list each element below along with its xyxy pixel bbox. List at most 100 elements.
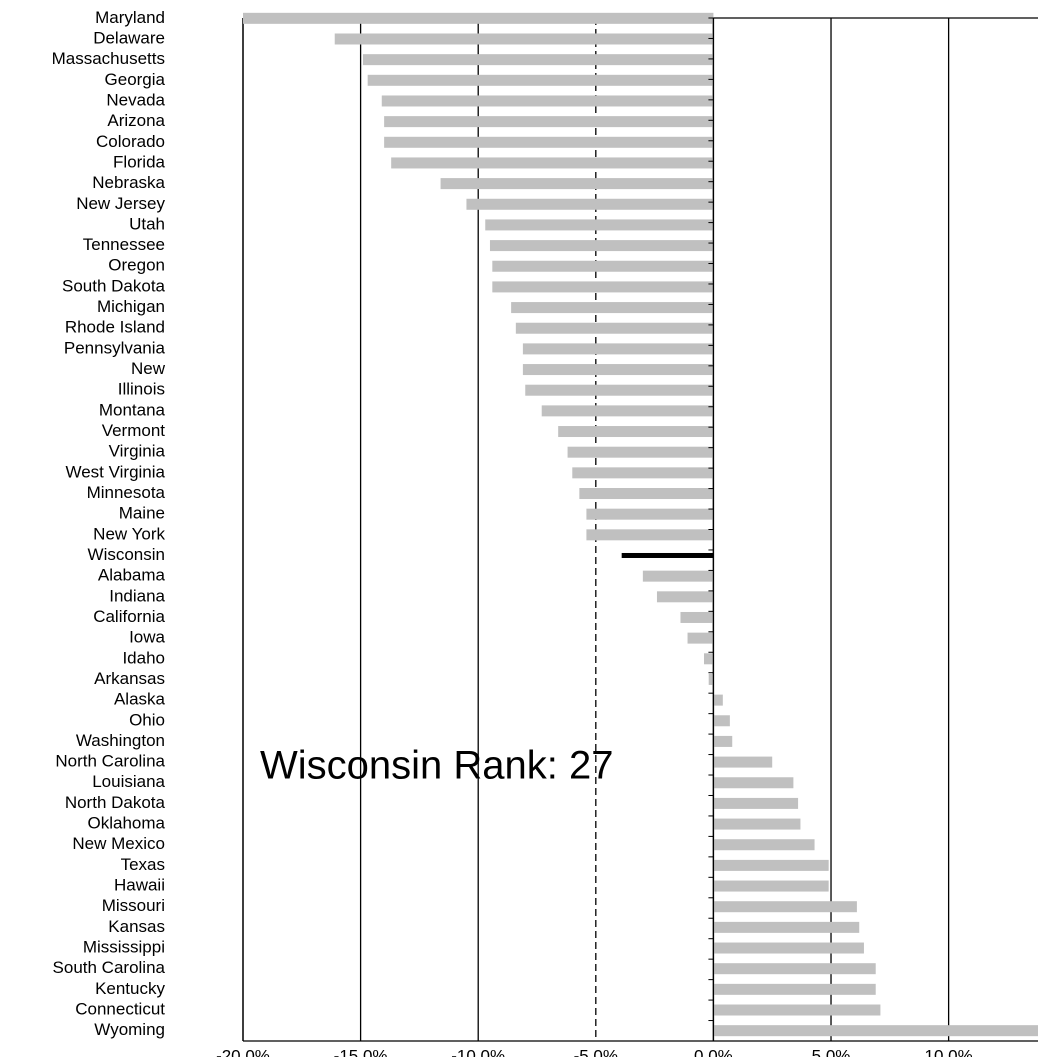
- y-tick-label: Michigan: [97, 297, 165, 316]
- y-tick-label: Massachusetts: [52, 49, 165, 68]
- bar: [687, 632, 714, 644]
- y-tick-label: Montana: [99, 400, 166, 419]
- bar: [489, 240, 714, 252]
- bar: [334, 33, 714, 45]
- y-tick-label: Kansas: [108, 917, 165, 936]
- y-tick-label: Vermont: [102, 421, 166, 440]
- y-tick-label: Louisiana: [92, 772, 165, 791]
- bar: [713, 756, 773, 768]
- bar: [492, 260, 714, 272]
- y-tick-label: Wyoming: [94, 1020, 165, 1039]
- x-tick-label: -5.0%: [574, 1046, 618, 1057]
- bar: [713, 818, 801, 830]
- bar: [713, 942, 864, 954]
- y-tick-label: Minnesota: [87, 483, 166, 502]
- y-tick-label: Washington: [76, 731, 165, 750]
- y-tick-label: Nevada: [106, 90, 165, 109]
- x-tick-label: 5.0%: [812, 1046, 851, 1057]
- bar: [515, 322, 714, 334]
- y-tick-label: South Carolina: [53, 958, 166, 977]
- x-tick-label: -20.0%: [216, 1046, 270, 1057]
- y-tick-label: California: [93, 607, 165, 626]
- y-tick-label: South Dakota: [62, 276, 166, 295]
- x-tick-label: 10.0%: [925, 1046, 973, 1057]
- bar: [713, 839, 815, 851]
- bar: [713, 963, 876, 975]
- bar: [713, 1025, 1038, 1037]
- y-tick-label: Oklahoma: [88, 814, 166, 833]
- bar: [656, 591, 714, 603]
- y-tick-label: Arkansas: [94, 669, 165, 688]
- bar: [713, 1004, 881, 1016]
- y-tick-label: Arizona: [107, 111, 165, 130]
- bar: [440, 178, 714, 190]
- y-tick-label: Utah: [129, 214, 165, 233]
- y-tick-label: New: [131, 359, 166, 378]
- bar: [381, 95, 714, 107]
- bar: [525, 384, 714, 396]
- y-tick-label: Colorado: [96, 132, 165, 151]
- x-tick-label: -10.0%: [451, 1046, 505, 1057]
- y-tick-label: Pennsylvania: [64, 338, 166, 357]
- y-tick-label: New Jersey: [76, 194, 165, 213]
- bar: [522, 364, 714, 376]
- bar: [708, 673, 714, 685]
- bar: [713, 983, 876, 995]
- bar: [466, 198, 714, 210]
- bar: [713, 859, 829, 871]
- annotation: Wisconsin Rank: 27: [260, 744, 613, 788]
- y-tick-label: Missouri: [102, 896, 165, 915]
- bar: [704, 653, 714, 665]
- y-tick-label: Oregon: [108, 256, 165, 275]
- bar: [713, 777, 794, 789]
- y-tick-label: Alaska: [114, 690, 166, 709]
- bar: [567, 446, 714, 458]
- bar: [541, 405, 714, 417]
- bar: [572, 467, 714, 479]
- bar: [492, 281, 714, 293]
- bar: [362, 54, 714, 66]
- bar: [713, 880, 829, 892]
- bar: [713, 921, 860, 933]
- y-tick-label: Tennessee: [83, 235, 165, 254]
- y-tick-label: Illinois: [118, 380, 165, 399]
- bar: [579, 488, 714, 500]
- y-tick-label: Georgia: [105, 70, 166, 89]
- bar: [586, 529, 714, 541]
- bar: [621, 552, 714, 558]
- y-tick-label: Florida: [113, 152, 166, 171]
- bar: [713, 735, 733, 747]
- bar: [367, 74, 714, 86]
- bar: [713, 715, 730, 727]
- bar: [384, 136, 714, 148]
- y-tick-label: Hawaii: [114, 876, 165, 895]
- y-tick-label: Texas: [121, 855, 165, 874]
- y-tick-label: Nebraska: [92, 173, 165, 192]
- bar: [384, 116, 714, 128]
- bar: [485, 219, 714, 231]
- y-tick-label: Virginia: [109, 442, 166, 461]
- x-tick-label: 0.0%: [694, 1046, 733, 1057]
- y-tick-label: New Mexico: [72, 834, 165, 853]
- y-tick-label: Wisconsin: [88, 545, 165, 564]
- x-tick-label: -15.0%: [334, 1046, 388, 1057]
- y-tick-label: Mississippi: [83, 938, 165, 957]
- y-tick-label: Alabama: [98, 566, 166, 585]
- bar: [713, 694, 723, 706]
- bar: [391, 157, 714, 169]
- y-tick-label: West Virginia: [65, 462, 165, 481]
- y-tick-label: Maryland: [95, 8, 165, 27]
- bar: [713, 797, 799, 809]
- y-tick-label: Iowa: [129, 628, 165, 647]
- bar: [522, 343, 714, 355]
- y-tick-label: Idaho: [122, 648, 165, 667]
- bar: [680, 611, 714, 623]
- bar: [586, 508, 714, 520]
- bar: [642, 570, 714, 582]
- y-tick-label: Connecticut: [75, 999, 165, 1018]
- y-tick-label: Indiana: [109, 586, 165, 605]
- y-tick-label: Delaware: [93, 28, 165, 47]
- bar: [243, 12, 714, 24]
- y-tick-label: North Carolina: [55, 752, 165, 771]
